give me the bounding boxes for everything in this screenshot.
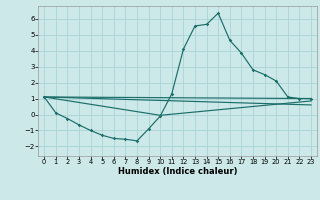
- X-axis label: Humidex (Indice chaleur): Humidex (Indice chaleur): [118, 167, 237, 176]
